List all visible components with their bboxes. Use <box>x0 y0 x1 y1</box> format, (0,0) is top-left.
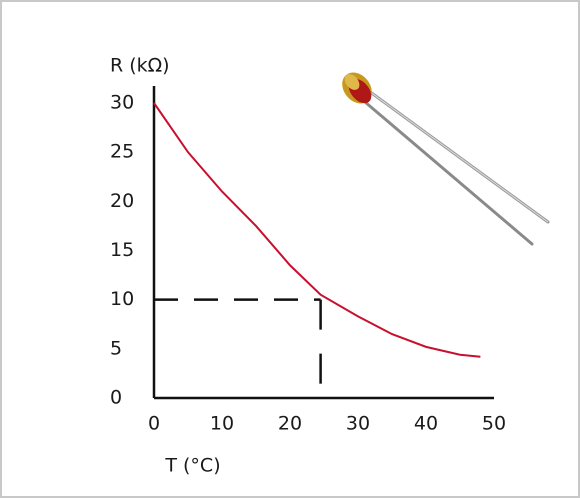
y-tick-label: 15 <box>110 239 134 261</box>
y-tick-label: 20 <box>110 190 134 212</box>
x-tick-label: 50 <box>482 413 506 435</box>
y-axis-label: R (kΩ) <box>110 55 170 77</box>
x-tick-label: 40 <box>414 413 438 435</box>
thermistor-illustration <box>342 72 550 246</box>
y-tick-label: 30 <box>110 92 134 114</box>
x-tick-label: 10 <box>210 413 234 435</box>
x-tick-label: 20 <box>278 413 302 435</box>
x-tick-label: 0 <box>148 413 160 435</box>
y-tick-label: 5 <box>110 337 122 359</box>
y-tick-label: 25 <box>110 141 134 163</box>
x-tick-label: 30 <box>346 413 370 435</box>
y-tick-label: 0 <box>110 387 122 409</box>
curve <box>153 102 481 358</box>
x-axis-label: T (°C) <box>164 455 220 477</box>
y-tick-label: 10 <box>110 288 134 310</box>
